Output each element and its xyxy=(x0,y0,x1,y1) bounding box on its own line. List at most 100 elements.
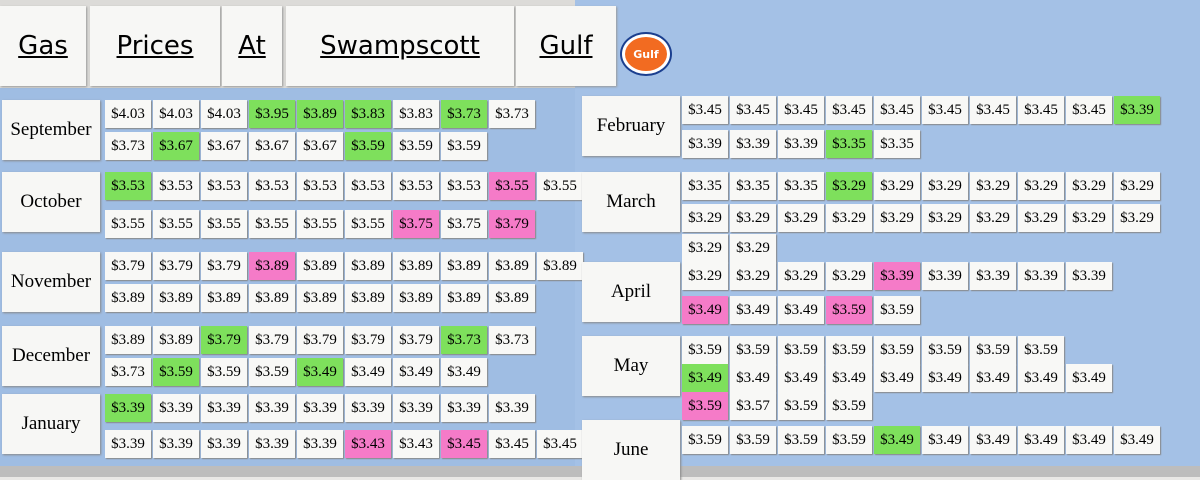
price-tag: $3.75 xyxy=(441,210,487,238)
price-row: $3.79 $3.79 $3.79 $3.89 $3.89 $3.89 $3.89 $3.89… xyxy=(105,252,583,280)
price-tag: $3.59 xyxy=(922,336,968,364)
price-tag: $3.83 xyxy=(345,100,391,128)
price-tag: $4.03 xyxy=(201,100,247,128)
price-tag: $3.59 xyxy=(826,426,872,454)
price-tag: $3.39 xyxy=(1018,262,1064,290)
price-tag: $3.49 xyxy=(1114,426,1160,454)
price-tag: $3.89 xyxy=(297,284,343,312)
price-tag: $3.49 xyxy=(922,364,968,392)
price-tag: $3.89 xyxy=(249,252,295,280)
price-tag: $3.49 xyxy=(778,296,824,324)
price-tag: $3.49 xyxy=(1066,426,1112,454)
price-tag: $3.59 xyxy=(682,426,728,454)
price-tag: $3.35 xyxy=(826,130,872,158)
price-tag: $3.39 xyxy=(105,430,151,458)
price-tag: $3.39 xyxy=(922,262,968,290)
price-tag: $3.29 xyxy=(970,172,1016,200)
price-tag: $3.59 xyxy=(393,132,439,160)
price-tag: $3.29 xyxy=(826,204,872,232)
price-tag: $3.89 xyxy=(153,326,199,354)
price-row: $3.29 $3.29 xyxy=(682,234,776,262)
price-tag: $3.39 xyxy=(682,130,728,158)
price-tag: $4.03 xyxy=(105,100,151,128)
price-tag: $3.43 xyxy=(345,430,391,458)
price-tag: $3.49 xyxy=(1018,364,1064,392)
price-tag: $3.29 xyxy=(1018,204,1064,232)
price-tag: $3.53 xyxy=(441,172,487,200)
price-tag: $3.89 xyxy=(249,284,295,312)
price-tag: $3.53 xyxy=(153,172,199,200)
month-label: December xyxy=(2,326,100,386)
price-tag: $3.35 xyxy=(682,172,728,200)
price-row: $3.73 $3.67 $3.67 $3.67 $3.67 $3.59 $3.59 $3.59 xyxy=(105,132,487,160)
price-tag: $3.49 xyxy=(730,364,776,392)
month-label: February xyxy=(582,96,680,156)
price-tag: $3.53 xyxy=(105,172,151,200)
price-row: $3.55 $3.55 $3.55 $3.55 $3.55 $3.55 $3.75 $3.75… xyxy=(105,210,535,238)
price-tag: $3.53 xyxy=(201,172,247,200)
price-tag: $3.79 xyxy=(153,252,199,280)
price-tag: $3.43 xyxy=(393,430,439,458)
price-tag: $3.29 xyxy=(922,204,968,232)
price-tag: $3.29 xyxy=(922,172,968,200)
price-tag: $3.39 xyxy=(153,394,199,422)
price-tag: $4.03 xyxy=(153,100,199,128)
price-tag: $3.59 xyxy=(874,336,920,364)
price-tag: $3.59 xyxy=(778,426,824,454)
price-tag: $3.45 xyxy=(730,96,776,124)
price-tag: $3.73 xyxy=(441,100,487,128)
price-row: $3.89 $3.89 $3.79 $3.79 $3.79 $3.79 $3.79 $3.73… xyxy=(105,326,535,354)
price-tag: $3.73 xyxy=(105,358,151,386)
price-tag: $3.39 xyxy=(105,394,151,422)
price-tag: $3.89 xyxy=(441,252,487,280)
price-row: $3.59 $3.59 $3.59 $3.59 $3.59 $3.59 $3.59 $3.59 xyxy=(682,336,1064,364)
price-tag: $3.49 xyxy=(970,426,1016,454)
price-tag: $3.79 xyxy=(105,252,151,280)
price-tag: $3.29 xyxy=(682,204,728,232)
gulf-logo: Gulf xyxy=(622,34,670,74)
price-tag: $3.59 xyxy=(970,336,1016,364)
price-tag: $3.59 xyxy=(201,358,247,386)
price-tag: $3.39 xyxy=(874,262,920,290)
price-tag: $3.55 xyxy=(297,210,343,238)
price-tag: $3.55 xyxy=(249,210,295,238)
price-tag: $3.39 xyxy=(201,394,247,422)
price-tag: $3.89 xyxy=(393,252,439,280)
price-tag: $3.49 xyxy=(345,358,391,386)
price-tag: $3.79 xyxy=(249,326,295,354)
price-tag: $3.45 xyxy=(682,96,728,124)
price-tag: $3.89 xyxy=(297,100,343,128)
price-tag: $3.39 xyxy=(970,262,1016,290)
price-tag: $3.29 xyxy=(1066,172,1112,200)
price-tag: $3.89 xyxy=(537,252,583,280)
price-tag: $3.59 xyxy=(730,336,776,364)
price-tag: $3.59 xyxy=(778,392,824,420)
price-tag: $3.79 xyxy=(489,210,535,238)
price-tag: $3.59 xyxy=(874,296,920,324)
price-tag: $3.29 xyxy=(682,262,728,290)
price-row: $3.39 $3.39 $3.39 $3.35 $3.35 xyxy=(682,130,920,158)
price-tag: $3.55 xyxy=(345,210,391,238)
price-tag: $3.49 xyxy=(682,364,728,392)
price-tag: $3.73 xyxy=(489,100,535,128)
price-tag: $3.59 xyxy=(826,296,872,324)
price-tag: $3.55 xyxy=(153,210,199,238)
month-label: April xyxy=(582,262,680,322)
price-tag: $3.35 xyxy=(778,172,824,200)
price-tag: $3.89 xyxy=(345,252,391,280)
price-tag: $3.29 xyxy=(730,204,776,232)
price-tag: $3.35 xyxy=(874,130,920,158)
month-label: October xyxy=(2,172,100,232)
month-label: January xyxy=(2,394,100,454)
price-tag: $3.89 xyxy=(105,284,151,312)
price-tag: $3.29 xyxy=(1114,204,1160,232)
price-tag: $3.53 xyxy=(297,172,343,200)
price-row: $3.53 $3.53 $3.53 $3.53 $3.53 $3.53 $3.53 $3.53… xyxy=(105,172,583,200)
price-tag: $3.89 xyxy=(297,252,343,280)
price-tag: $3.29 xyxy=(778,262,824,290)
price-tag: $3.45 xyxy=(970,96,1016,124)
price-tag: $3.29 xyxy=(1018,172,1064,200)
price-tag: $3.79 xyxy=(201,252,247,280)
price-tag: $3.29 xyxy=(826,172,872,200)
